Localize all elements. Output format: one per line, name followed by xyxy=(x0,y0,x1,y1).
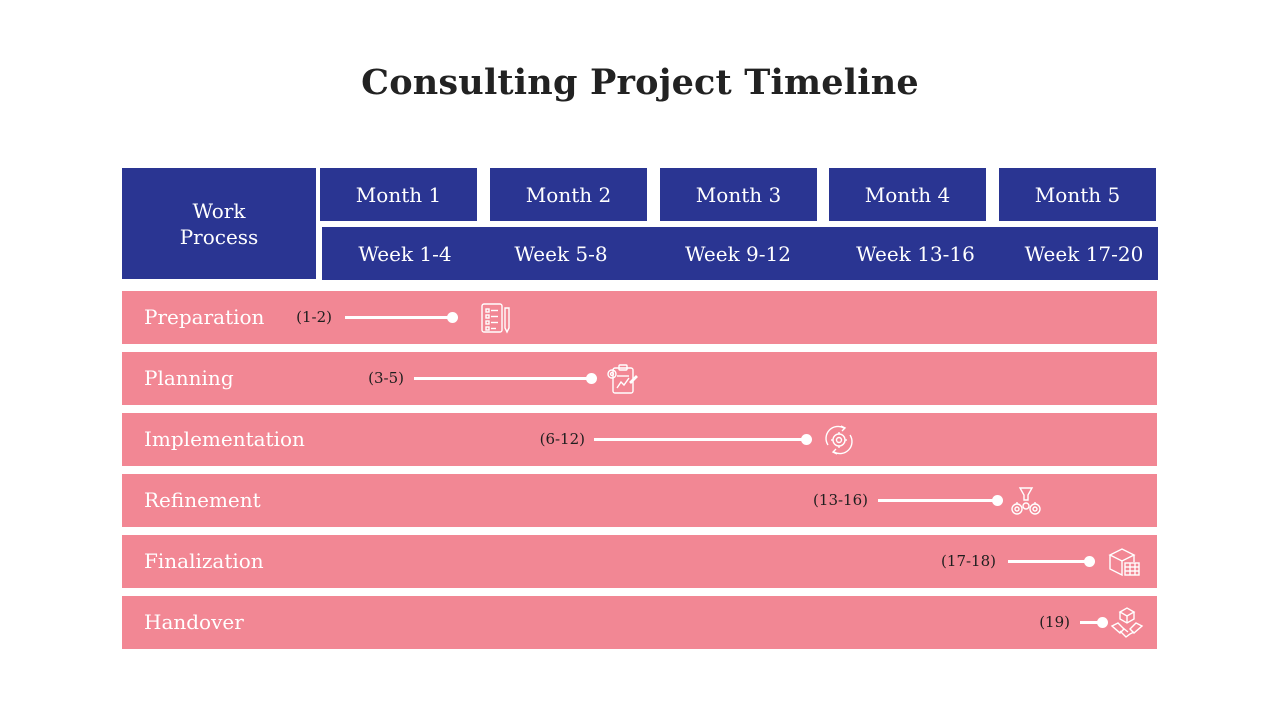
phase-range: (3-5) xyxy=(368,369,404,387)
month-label: Month 4 xyxy=(864,182,951,207)
phase-range: (17-18) xyxy=(941,552,996,570)
week-header-3: Week 9-12 xyxy=(663,227,813,280)
timeline-bar xyxy=(414,377,589,380)
timeline-bar xyxy=(345,316,452,319)
timeline-end-dot xyxy=(586,373,597,384)
phase-label: Implementation xyxy=(144,427,305,451)
week-label: Week 13-16 xyxy=(856,241,975,266)
phase-range: (6-12) xyxy=(539,430,585,448)
phase-row-handover: Handover (19) xyxy=(122,596,1157,649)
week-header-5: Week 17-20 xyxy=(1008,227,1160,280)
phase-row-finalization: Finalization (17-18) xyxy=(122,535,1157,588)
weeks-header-bar xyxy=(322,227,1158,280)
phase-row-refinement: Refinement (13-16) xyxy=(122,474,1157,527)
timeline-end-dot xyxy=(1084,556,1095,567)
timeline-end-dot xyxy=(801,434,812,445)
phase-label: Refinement xyxy=(144,488,261,512)
checklist-icon xyxy=(478,301,512,335)
phase-row-planning: Planning (3-5) xyxy=(122,352,1157,405)
phase-label: Handover xyxy=(144,610,244,634)
month-label: Month 1 xyxy=(355,182,442,207)
timeline-end-dot xyxy=(1097,617,1108,628)
gear-cycle-icon xyxy=(822,423,856,457)
timeline-bar xyxy=(878,499,998,502)
phase-label: Finalization xyxy=(144,549,264,573)
month-header-5: Month 5 xyxy=(999,168,1156,221)
handshake-icon xyxy=(1110,606,1144,640)
timeline-end-dot xyxy=(992,495,1003,506)
month-header-3: Month 3 xyxy=(660,168,817,221)
week-label: Week 17-20 xyxy=(1024,241,1144,266)
planning-clipboard-icon xyxy=(605,362,639,396)
phase-label: Preparation xyxy=(144,305,265,329)
phase-range: (1-2) xyxy=(296,308,332,326)
work-process-label: Work Process xyxy=(179,198,259,249)
gears-funnel-icon xyxy=(1009,484,1043,518)
phase-range: (19) xyxy=(1039,613,1070,631)
timeline-bar xyxy=(1080,621,1102,624)
week-label: Week 5-8 xyxy=(514,241,608,266)
month-header-2: Month 2 xyxy=(490,168,647,221)
month-label: Month 2 xyxy=(525,182,612,207)
week-header-1: Week 1-4 xyxy=(330,227,480,280)
week-header-4: Week 13-16 xyxy=(838,227,993,280)
month-header-4: Month 4 xyxy=(829,168,986,221)
month-label: Month 5 xyxy=(1034,182,1121,207)
timeline-bar xyxy=(1008,560,1088,563)
timeline-end-dot xyxy=(447,312,458,323)
phase-row-implementation: Implementation (6-12) xyxy=(122,413,1157,466)
work-process-header: Work Process xyxy=(122,168,316,279)
week-header-2: Week 5-8 xyxy=(486,227,636,280)
page-title: Consulting Project Timeline xyxy=(361,62,919,103)
package-icon xyxy=(1107,545,1141,579)
month-label: Month 3 xyxy=(695,182,782,207)
week-label: Week 9-12 xyxy=(684,241,791,266)
phase-range: (13-16) xyxy=(813,491,868,509)
phase-row-preparation: Preparation (1-2) xyxy=(122,291,1157,344)
phase-label: Planning xyxy=(144,366,234,390)
month-header-1: Month 1 xyxy=(320,168,477,221)
timeline-bar xyxy=(594,438,807,441)
week-label: Week 1-4 xyxy=(358,241,452,266)
